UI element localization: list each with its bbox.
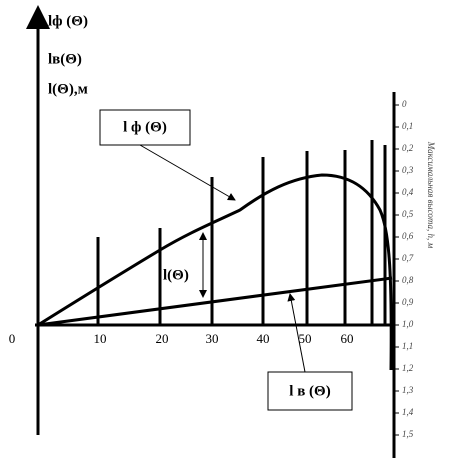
callout-box [99,109,191,146]
y-axis-label: lф (Θ) [48,13,88,29]
labels: lф (Θ) lв(Θ) l(Θ),м l ф (Θ) l в (Θ) l(Θ)… [48,13,436,399]
curve-lv [37,276,393,327]
right-axis-label: Максимальная высота, h, м [426,141,436,249]
axes [26,5,396,458]
x-tick-label: 30 [206,331,219,346]
callout-arrow [139,144,236,201]
right-tick-label: 0,7 [402,253,414,263]
callout-label: l(Θ) [163,267,189,283]
right-tick-label: 0 [402,99,407,109]
right-tick-label: 0,6 [402,231,414,241]
callout-arrow [287,293,306,373]
bars [96,140,387,325]
y-axis-label: l(Θ),м [48,81,88,97]
right-tick-label: 0,1 [402,121,413,131]
right-tick-label: 0,8 [402,275,414,285]
x-tick-label: 50 [299,331,312,346]
right-tick-label: 1,4 [402,407,414,417]
right-tick-label: 0,4 [402,187,414,197]
right-tick-label: 0,9 [402,297,414,307]
right-tick-label: 1,0 [402,319,414,329]
callout-label: l ф (Θ) [123,119,167,135]
x-tick-label: 0 [9,331,16,346]
right-tick-label: 0,3 [402,165,414,175]
callout-label: l в (Θ) [289,383,330,399]
right-tick-label: 1,5 [402,429,414,439]
x-tick-label: 10 [94,331,107,346]
x-tick-label: 20 [156,331,169,346]
curve-lphi [37,173,393,371]
right-tick-label: 0,2 [402,143,414,153]
x-tick-label: 60 [341,331,354,346]
x-tick-label: 40 [257,331,270,346]
right-tick-label: 0,5 [402,209,414,219]
right-tick-label: 1,1 [402,341,413,351]
right-tick-label: 1,3 [402,385,414,395]
y-axis-label: lв(Θ) [48,51,82,67]
callout-box [267,371,353,411]
right-tick-label: 1,2 [402,363,414,373]
